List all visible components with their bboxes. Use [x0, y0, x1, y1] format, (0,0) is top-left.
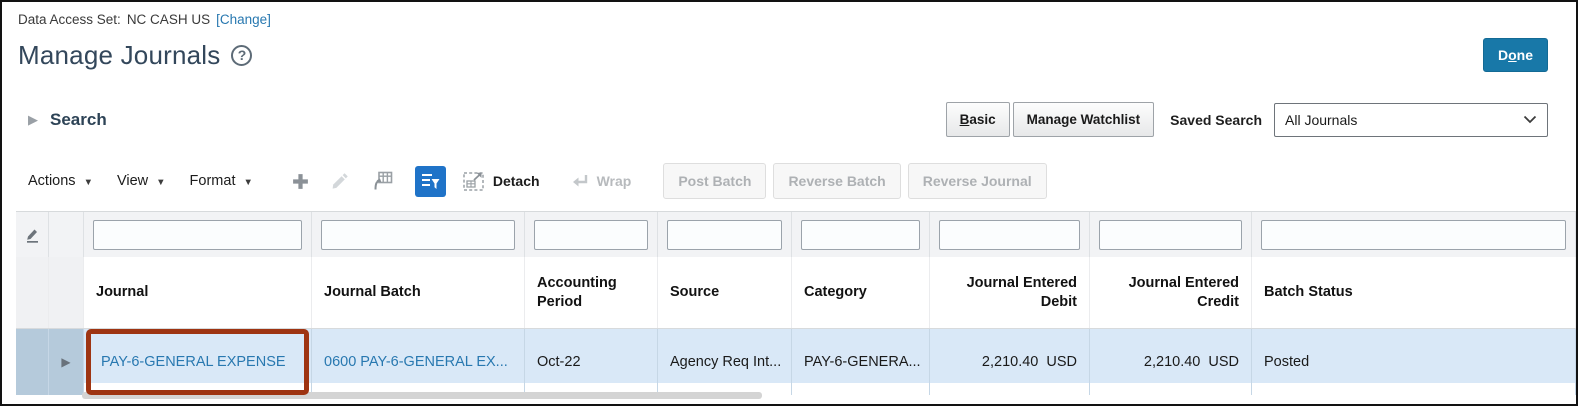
done-label-accesskey: o	[1508, 47, 1517, 63]
saved-search-selected-value: All Journals	[1285, 111, 1358, 128]
table-header-row: Journal Journal Batch Accounting Period …	[16, 257, 1576, 329]
detach-button[interactable]: Detach	[462, 170, 540, 192]
accounting-period-value: Oct-22	[537, 354, 581, 370]
format-menu-label: Format	[189, 173, 236, 189]
journals-table: Journal Journal Batch Accounting Period …	[16, 211, 1576, 395]
credit-amount: 2,210.40	[1143, 354, 1201, 370]
column-header-accounting-period[interactable]: Accounting Period	[525, 257, 658, 328]
disclosure-triangle-icon: ▶	[28, 112, 38, 127]
horizontal-scrollbar[interactable]	[82, 392, 762, 399]
row-expand-cell[interactable]: ▶	[49, 329, 84, 395]
debit-currency: USD	[1046, 354, 1077, 370]
batch-actions-group: Post Batch Reverse Batch Reverse Journal	[663, 163, 1047, 199]
debit-amount: 2,210.40	[981, 354, 1039, 370]
change-link[interactable]: [Change]	[216, 12, 271, 27]
view-menu-label: View	[116, 173, 149, 189]
done-label-post: ne	[1516, 47, 1533, 63]
cell-journal-entered-debit: 2,210.40 USD	[930, 329, 1090, 395]
cell-source: Agency Req Int...	[658, 329, 792, 395]
cell-journal-entered-credit: 2,210.40 USD	[1090, 329, 1252, 395]
reverse-batch-button[interactable]: Reverse Batch	[773, 163, 901, 199]
add-row-icon[interactable]	[291, 172, 310, 191]
column-header-category[interactable]: Category	[792, 257, 930, 328]
filter-debit-input[interactable]	[939, 219, 1080, 250]
freeze-columns-icon[interactable]	[371, 171, 393, 191]
page-title: Manage Journals	[18, 39, 221, 70]
caret-down-icon: ▼	[243, 176, 253, 188]
wrap-label: Wrap	[596, 173, 632, 189]
search-controls: Basic Manage Watchlist Saved Search All …	[943, 102, 1548, 137]
search-section-bar: ▶ Search Basic Manage Watchlist Saved Se…	[2, 72, 1576, 137]
table-toolbar: Actions ▼ View ▼ Format ▼	[2, 137, 1576, 201]
filter-journal-batch-input[interactable]	[321, 219, 515, 250]
actions-menu[interactable]: Actions ▼	[28, 173, 93, 189]
query-by-example-toggle-icon[interactable]	[414, 165, 446, 197]
header-select-column	[16, 257, 49, 328]
filter-credit-input[interactable]	[1099, 219, 1242, 250]
manage-watchlist-button[interactable]: Manage Watchlist	[1012, 102, 1155, 137]
journal-link[interactable]: PAY-6-GENERAL EXPENSE	[101, 354, 286, 370]
filter-accounting-period-input[interactable]	[534, 219, 648, 250]
wrap-button[interactable]: Wrap	[570, 173, 632, 190]
batch-status-value: Posted	[1264, 354, 1310, 370]
detach-icon	[462, 170, 486, 192]
source-value: Agency Req Int...	[670, 354, 782, 370]
filter-batch-status-input[interactable]	[1261, 219, 1566, 250]
column-header-journal-entered-debit[interactable]: Journal Entered Debit	[930, 257, 1090, 328]
reverse-journal-button[interactable]: Reverse Journal	[907, 163, 1047, 199]
filter-row	[16, 211, 1576, 257]
done-button[interactable]: Done	[1482, 38, 1548, 72]
wrap-icon	[570, 173, 590, 190]
basic-label-accesskey: B	[959, 112, 970, 127]
filter-journal-input[interactable]	[93, 219, 302, 250]
column-header-journal[interactable]: Journal	[84, 257, 312, 328]
edit-icon[interactable]	[330, 172, 349, 191]
cell-batch-status: Posted	[1252, 329, 1576, 395]
filter-cell-spacer	[49, 212, 84, 257]
search-section-label: Search	[50, 109, 107, 129]
credit-currency: USD	[1208, 354, 1239, 370]
actions-menu-label: Actions	[28, 173, 76, 189]
help-icon[interactable]: ?	[231, 44, 253, 66]
page-header: Manage Journals ? Done	[2, 27, 1576, 72]
caret-down-icon: ▼	[83, 176, 93, 188]
view-menu[interactable]: View ▼	[117, 173, 166, 189]
data-access-set-label: Data Access Set:	[18, 12, 121, 27]
column-header-journal-batch[interactable]: Journal Batch	[312, 257, 525, 328]
column-header-batch-status[interactable]: Batch Status	[1252, 257, 1576, 328]
row-expand-icon[interactable]: ▶	[61, 355, 71, 369]
cell-journal-batch: 0600 PAY-6-GENERAL EX...	[312, 329, 525, 395]
search-expander[interactable]: ▶ Search	[28, 110, 107, 130]
cell-journal: PAY-6-GENERAL EXPENSE	[84, 329, 312, 395]
column-header-source[interactable]: Source	[658, 257, 792, 328]
format-menu[interactable]: Format ▼	[190, 173, 253, 189]
done-label-pre: D	[1497, 47, 1509, 63]
column-header-journal-entered-credit[interactable]: Journal Entered Credit	[1090, 257, 1252, 328]
caret-down-icon: ▼	[156, 176, 166, 188]
qbe-pencil-icon	[16, 212, 49, 257]
saved-search-select[interactable]: All Journals	[1274, 102, 1548, 137]
filter-category-input[interactable]	[801, 219, 920, 250]
cell-category: PAY-6-GENERA...	[792, 329, 930, 395]
row-selector-cell[interactable]	[16, 329, 49, 395]
data-access-set-bar: Data Access Set: NC CASH US [Change]	[2, 2, 1576, 27]
filter-source-input[interactable]	[667, 219, 782, 250]
header-expand-column	[49, 257, 84, 328]
cell-accounting-period: Oct-22	[525, 329, 658, 395]
post-batch-button[interactable]: Post Batch	[663, 163, 767, 199]
basic-label-post: asic	[969, 112, 996, 127]
saved-search-label: Saved Search	[1170, 111, 1262, 128]
chevron-down-icon	[1523, 115, 1537, 124]
table-row[interactable]: ▶ PAY-6-GENERAL EXPENSE 0600 PAY-6-GENER…	[16, 329, 1576, 395]
journal-batch-link[interactable]: 0600 PAY-6-GENERAL EX...	[324, 354, 508, 370]
data-access-set-value: NC CASH US	[126, 12, 211, 27]
detach-label: Detach	[492, 173, 540, 189]
annotation-highlight-box: PAY-6-GENERAL EXPENSE	[86, 329, 309, 395]
category-value: PAY-6-GENERA...	[804, 354, 921, 370]
basic-button[interactable]: Basic	[945, 102, 1010, 137]
